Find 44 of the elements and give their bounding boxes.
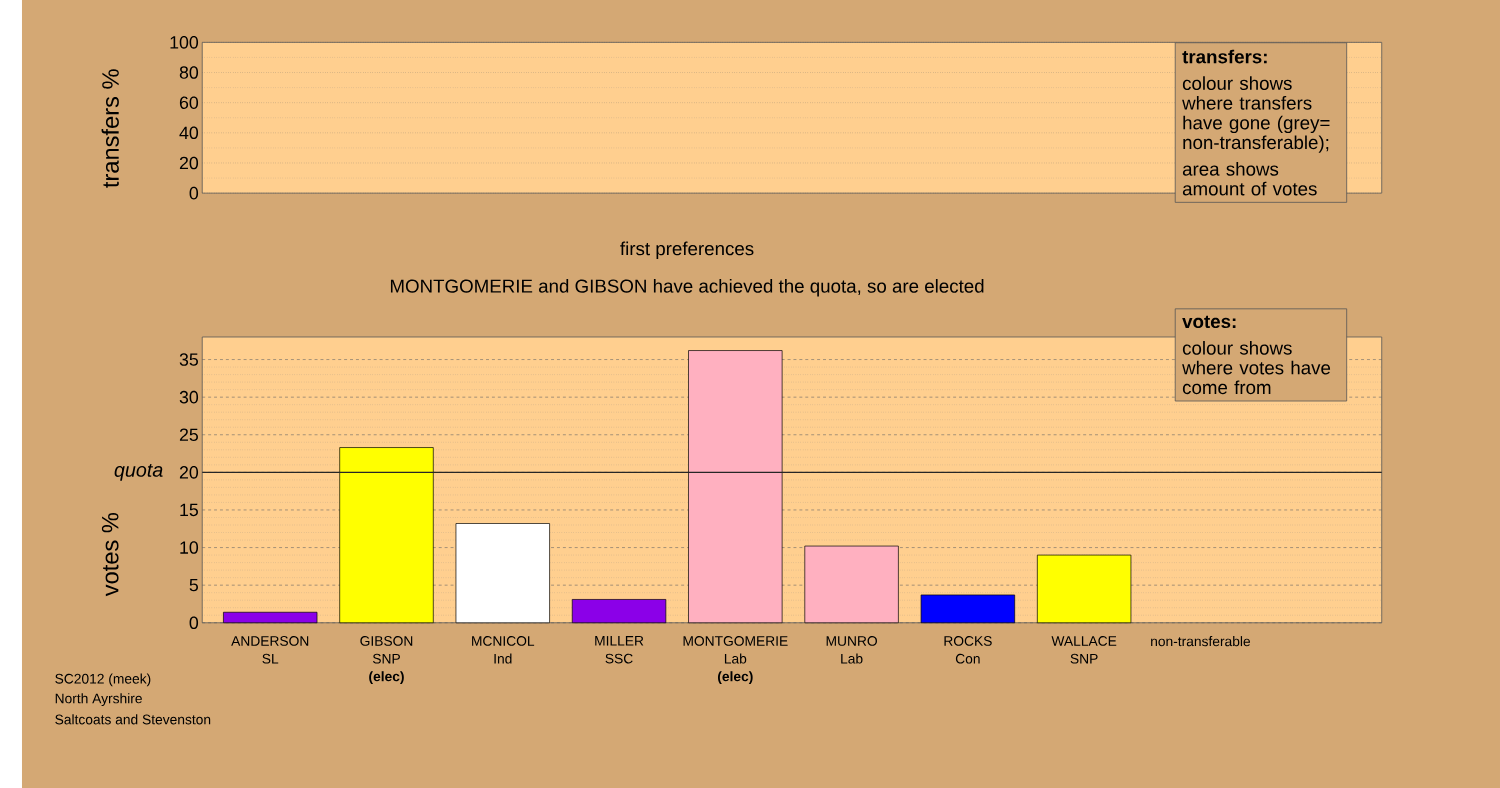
y-axis-title: transfers % xyxy=(101,69,119,188)
y-axis-title: votes % xyxy=(101,512,119,597)
bar xyxy=(339,447,434,623)
x-tick-label: WALLACE SNP xyxy=(1051,635,1117,664)
chart-title: first preferences xyxy=(620,241,754,259)
x-tick-label: MUNRO Lab xyxy=(826,635,877,664)
y-tick-label: 25 xyxy=(179,428,198,441)
text: votes: xyxy=(1182,315,1236,328)
y-tick-label: 10 xyxy=(180,541,199,554)
x-tick-label: ANDERSON SL xyxy=(231,635,309,664)
bar xyxy=(1036,554,1132,623)
y-tick-label: 100 xyxy=(170,35,199,49)
text: North Ayrshire xyxy=(55,693,142,706)
y-tick-label: 15 xyxy=(180,503,198,516)
bar xyxy=(688,350,783,623)
x-tick-label: MILLER SSC xyxy=(595,635,644,664)
text: SC2012 (meek) xyxy=(55,673,151,687)
bar xyxy=(223,611,318,623)
y-tick-label: 30 xyxy=(179,390,199,404)
bar xyxy=(455,523,550,623)
bar xyxy=(920,594,1016,623)
text: Saltcoats and Stevenston xyxy=(55,714,211,725)
y-tick-label: 20 xyxy=(179,465,199,479)
annotation: area shows amount of votes xyxy=(1182,161,1317,196)
x-tick-label: MCNICOL Ind xyxy=(472,635,535,664)
x-tick-label: ROCKS Con xyxy=(944,635,992,664)
annotation: transfers: xyxy=(1182,49,1267,64)
y-tick-label: 60 xyxy=(179,96,199,109)
y-tick-label: 20 xyxy=(179,156,199,170)
x-tick-label: non-transferable xyxy=(1151,635,1251,647)
y-tick-label: 40 xyxy=(179,126,199,139)
ref-line-label: quota xyxy=(114,463,163,481)
annotation: colour shows where votes have come from xyxy=(1182,340,1331,394)
chart-subtitle: MONTGOMERIE and GIBSON have achieved the quota, so are elected xyxy=(390,278,984,297)
bar xyxy=(571,598,667,623)
y-tick-label: 0 xyxy=(189,186,199,200)
bar xyxy=(804,545,899,623)
x-tick-label: MONTGOMERIE Lab (elec) xyxy=(683,635,788,684)
y-tick-label: 80 xyxy=(179,66,199,79)
y-tick-label: 0 xyxy=(189,616,199,629)
x-tick-label: GIBSON SNP (elec) xyxy=(360,635,413,684)
y-tick-label: 5 xyxy=(189,578,199,592)
annotation: colour shows where transfers have gone (grey= non-transferable); xyxy=(1182,76,1330,153)
y-tick-label: 35 xyxy=(179,353,198,366)
